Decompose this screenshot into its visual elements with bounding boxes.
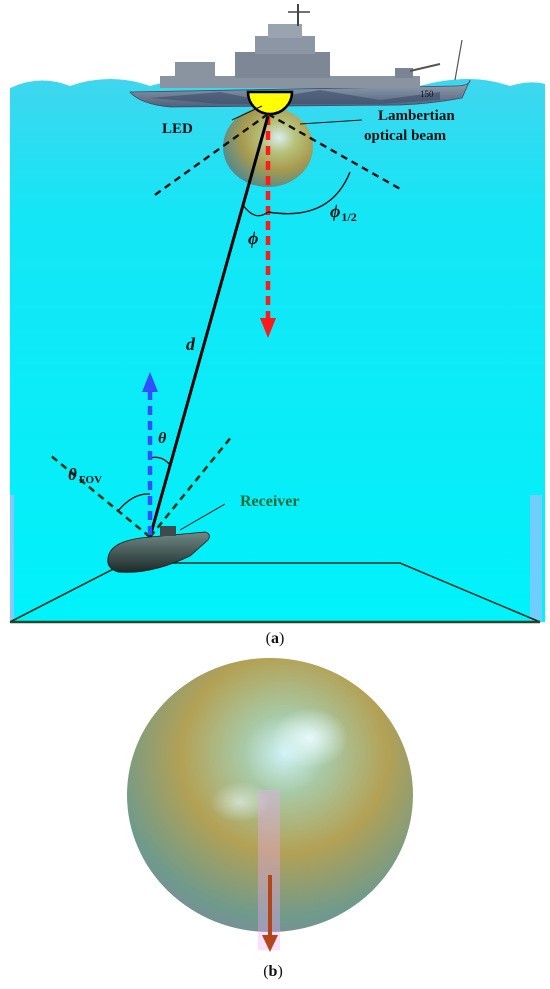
left-wall: [10, 495, 14, 622]
theta-fov-label: θ FOV: [68, 465, 102, 486]
ship-superstructure-1: [235, 52, 330, 78]
panel-a: 150 LED Lambertian optical beam ϕ1/2 ϕ d: [9, 4, 545, 624]
receiver-axis-arrowhead: [142, 372, 158, 392]
led-emitter: [246, 90, 294, 116]
water-body: [10, 79, 545, 622]
submarine-illustration: [107, 503, 226, 573]
ship-hull-number: 150: [420, 89, 434, 99]
lambertian-label-line1: Lambertian: [378, 108, 455, 124]
submarine-hull: [107, 531, 210, 573]
ship-bow-staff: [454, 39, 463, 81]
distance-label: d: [186, 334, 196, 354]
receiver-label: Receiver: [240, 493, 300, 510]
ship-superstructure-2: [255, 36, 315, 54]
right-wall: [530, 495, 542, 622]
fov-line-right: [148, 435, 234, 538]
panel-b: [127, 658, 413, 952]
ship-illustration: 150: [129, 4, 471, 108]
ship-bridge: [268, 24, 302, 38]
radiation-pattern-highlight-2: [210, 782, 270, 822]
fov-line-left: [49, 453, 151, 539]
ship-camo: [150, 90, 440, 104]
caption-a: (a): [266, 630, 285, 647]
theta-fov-arc: [117, 493, 151, 512]
axis-arrow-b-head: [262, 935, 278, 952]
receiver-leader: [179, 503, 226, 531]
ship-deck: [160, 76, 420, 88]
link-line-d: [148, 115, 270, 538]
ship-barrel: [409, 63, 441, 72]
submarine-sail: [160, 526, 176, 536]
ship-aft-house: [175, 62, 215, 78]
lambertian-label-line2: optical beam: [364, 128, 447, 144]
lambertian-leader: [299, 119, 363, 125]
beam-axis-arrowhead: [260, 318, 276, 338]
led-half-angle-right: [267, 112, 403, 192]
phi-half-label: ϕ1/2: [330, 201, 357, 224]
led-label: LED: [162, 121, 193, 137]
caption-b: (b): [263, 963, 283, 980]
radiation-pattern-highlight-1: [272, 708, 348, 768]
phi-label: ϕ: [248, 228, 258, 248]
theta-label: θ: [158, 430, 167, 447]
led-leader: [231, 105, 263, 121]
ship-gun: [395, 68, 413, 78]
phi-arc: [242, 204, 269, 217]
phi-half-arc: [267, 171, 351, 215]
